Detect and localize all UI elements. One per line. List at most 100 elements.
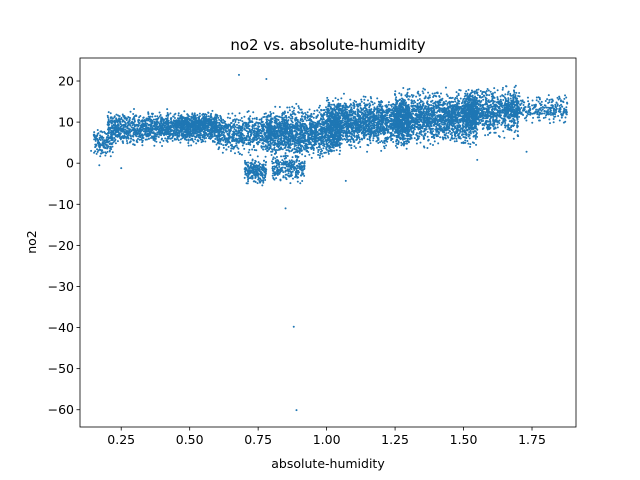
data-point [264,179,267,181]
data-point [162,121,165,124]
data-point [283,166,286,169]
data-point [291,115,294,118]
data-point [226,116,229,119]
data-point [163,134,166,137]
data-point [200,141,203,144]
data-point [126,142,129,145]
data-point [165,133,168,136]
data-point [280,141,283,144]
data-point [284,135,287,138]
data-point [133,144,136,147]
data-point [271,148,274,151]
data-point [108,143,111,146]
data-point [129,140,132,143]
data-point [110,131,113,134]
data-point [307,140,310,143]
data-point [277,170,280,173]
data-point [207,111,210,114]
data-point [158,111,161,114]
data-point [110,134,113,137]
data-point [216,121,219,124]
data-point [294,119,297,122]
data-point [220,120,223,123]
data-point [93,138,96,141]
data-point [177,139,180,142]
data-point [273,144,276,147]
data-point [184,128,187,131]
data-point [276,124,279,127]
data-point [119,138,122,141]
data-point [131,128,134,131]
data-point [271,150,274,153]
data-point [286,111,289,114]
data-point [278,123,281,126]
data-point [159,114,162,117]
data-point [121,140,124,143]
data-point [305,124,308,127]
data-point [222,127,225,130]
data-point [269,130,272,133]
data-point [158,133,161,136]
data-point [263,112,266,115]
data-point [318,111,321,114]
data-point [271,117,274,120]
data-point [149,137,152,140]
data-point [149,130,152,133]
data-point [320,135,322,138]
data-point [275,137,278,140]
data-point [161,128,164,131]
data-point [187,142,190,145]
data-point [287,141,290,144]
data-point [160,116,163,119]
data-point [269,146,272,149]
data-point [203,137,206,140]
data-point [321,120,324,123]
data-point [225,130,228,133]
data-point [269,111,272,114]
data-point [300,131,303,134]
data-point [143,133,146,136]
data-point [235,123,238,126]
data-point [296,164,299,167]
data-point [301,161,304,164]
data-point [125,133,128,136]
data-point [161,144,164,147]
data-point [233,152,236,155]
data-point [294,154,297,157]
data-point [394,144,397,147]
data-point [261,135,264,138]
data-point [285,156,288,159]
data-point [304,115,307,118]
data-point [303,174,306,177]
data-point [198,118,201,121]
data-point [227,112,230,115]
data-point [320,122,323,125]
data-point [289,161,292,164]
data-point [179,115,182,118]
data-point [252,111,255,114]
data-point [327,138,330,141]
data-point [142,137,145,140]
data-point [159,120,162,123]
data-point [152,136,155,139]
data-point [109,155,112,158]
data-point [333,144,336,147]
data-point [108,128,111,131]
data-point [169,128,172,131]
data-point [281,112,284,115]
data-point [261,125,264,128]
data-point [279,132,282,135]
data-point [247,132,250,135]
data-point [300,115,303,118]
data-point [163,118,166,121]
data-point [166,108,169,111]
data-point [185,139,188,142]
data-point [286,106,289,109]
data-point [202,120,205,123]
data-point [196,113,199,116]
data-point [262,142,265,145]
data-point [194,115,197,118]
data-point [100,130,103,133]
data-point [258,134,261,137]
